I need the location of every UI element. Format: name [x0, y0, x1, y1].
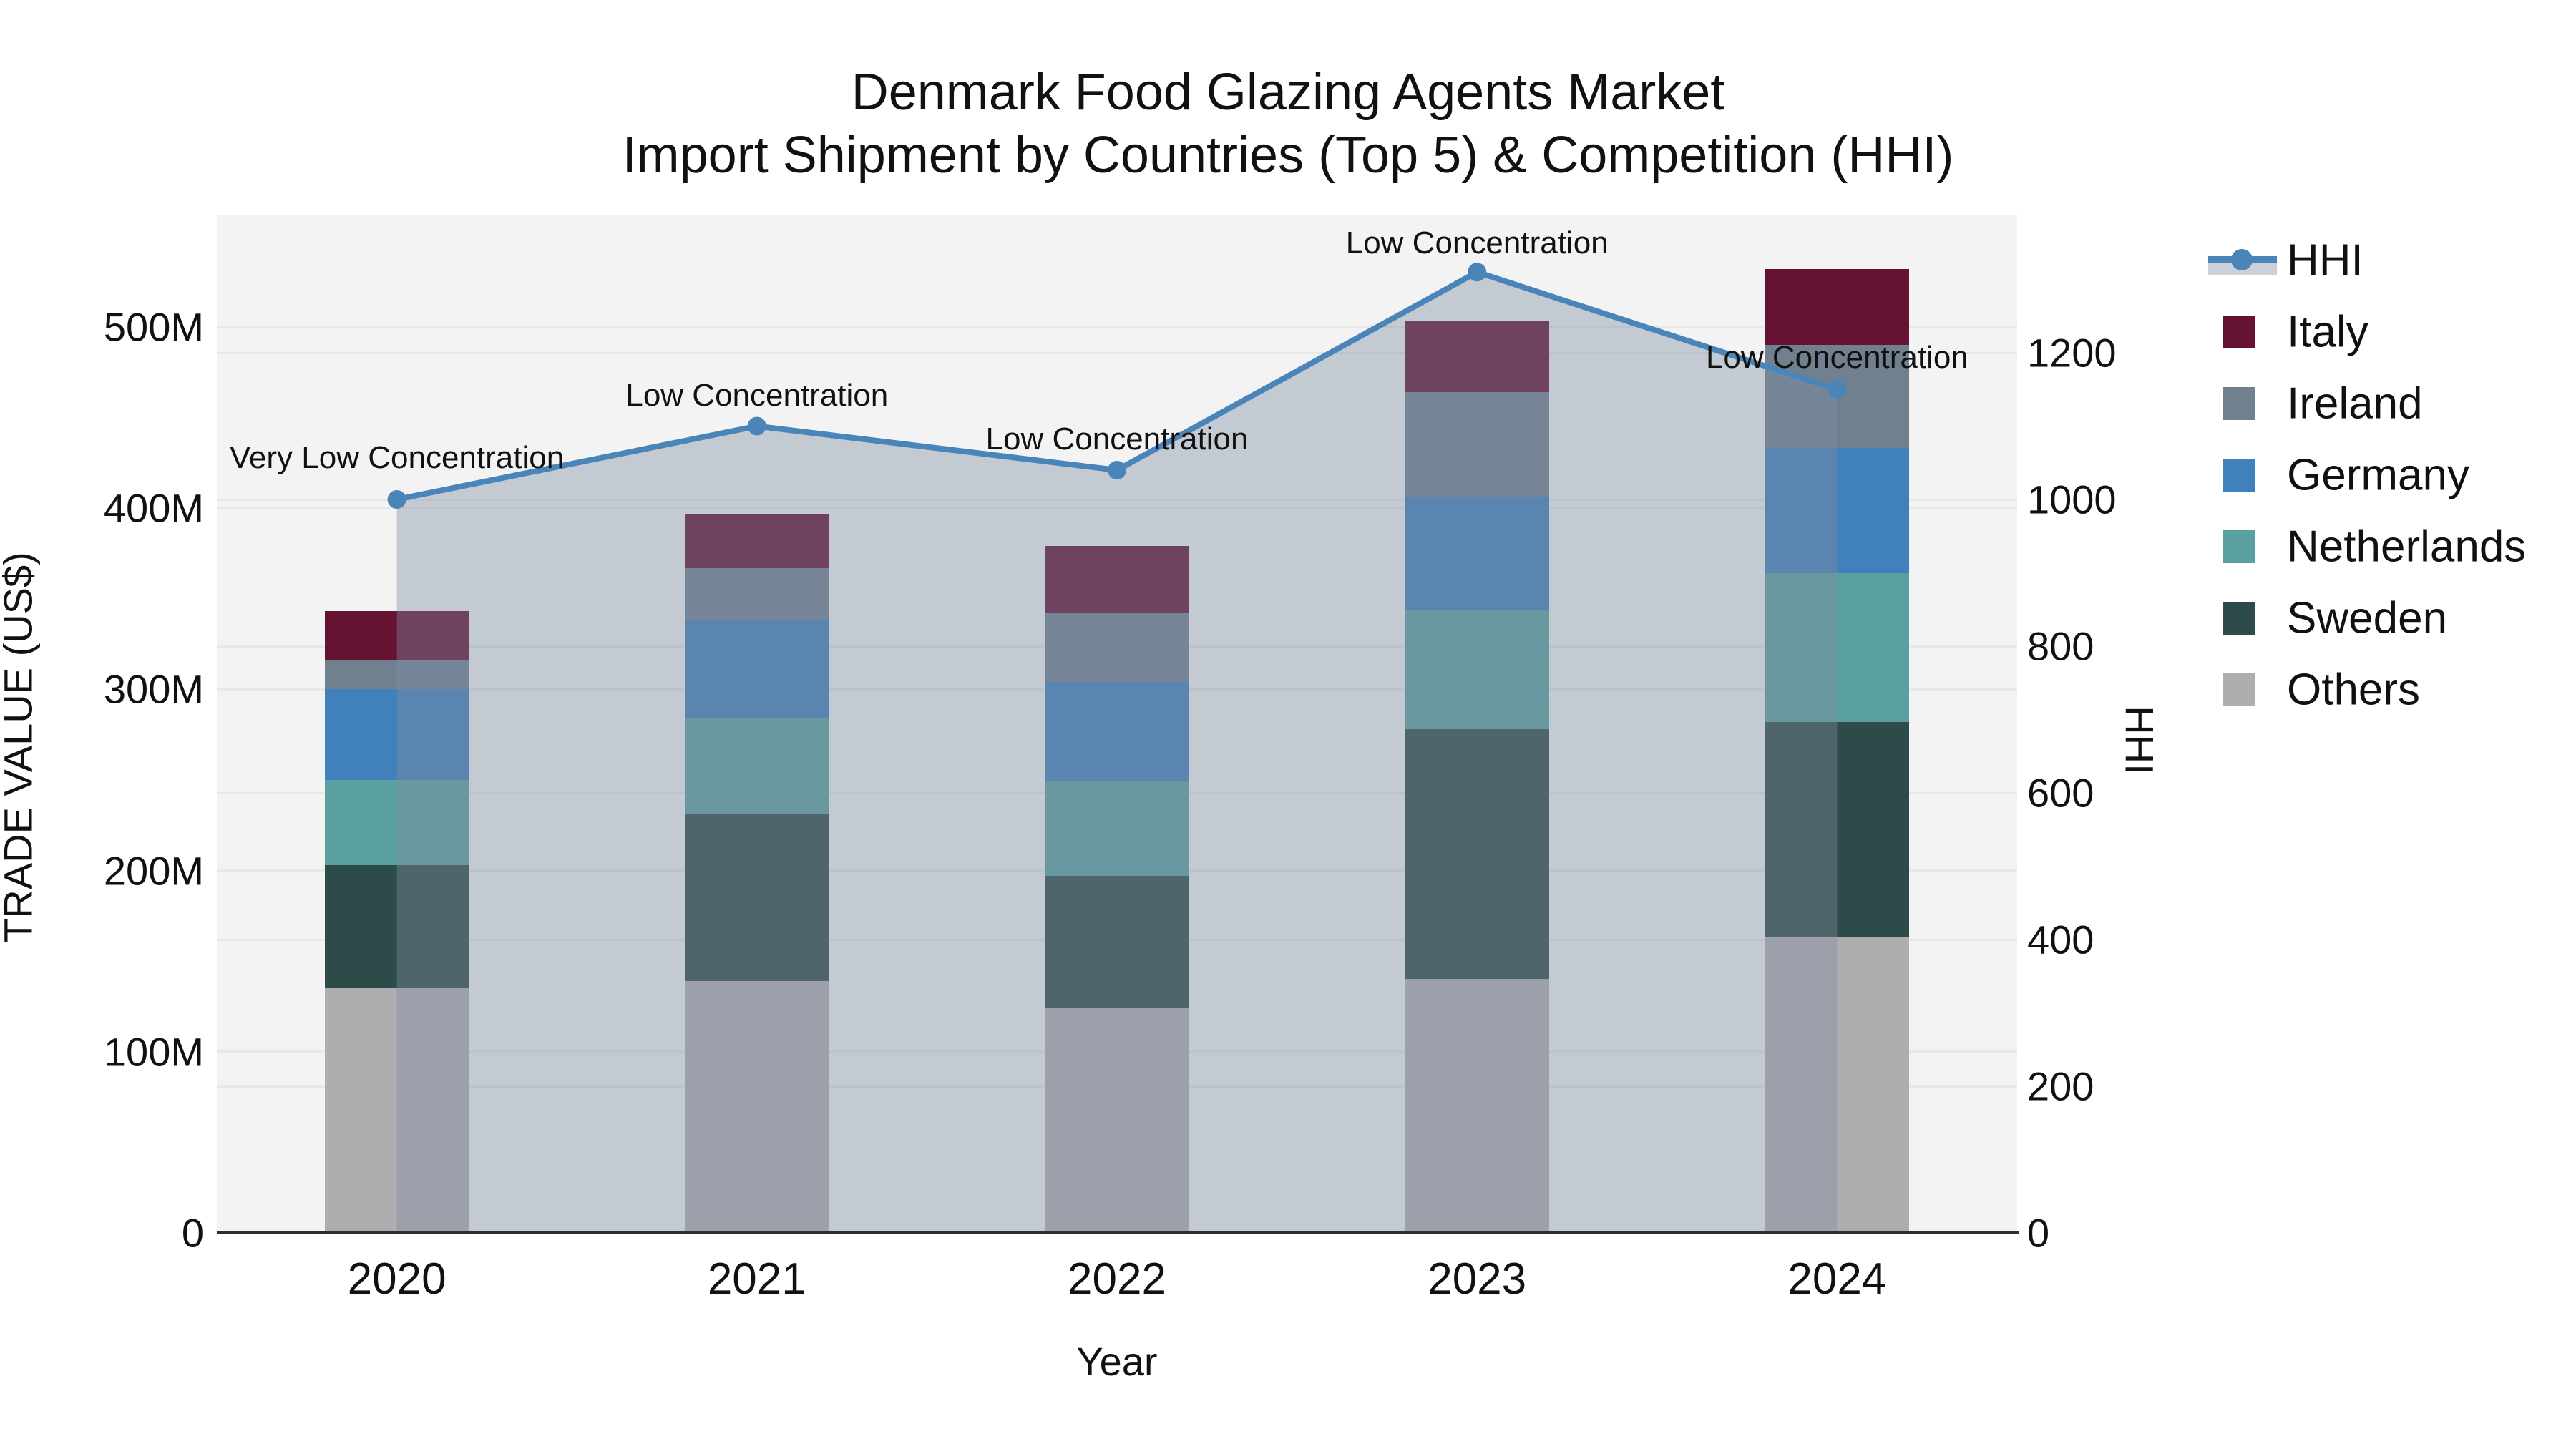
bar-segment-2023-Netherlands — [1405, 609, 1550, 729]
legend-swatch-germany — [2223, 459, 2255, 492]
legend-label-ireland: Ireland — [2287, 379, 2423, 429]
x-axis-title: Year — [1076, 1339, 1158, 1384]
bar-segment-2024-Sweden — [1765, 721, 1910, 938]
gridline-left-500M — [217, 326, 2017, 328]
legend-label-netherlands: Netherlands — [2287, 522, 2527, 572]
x-tick-2022: 2022 — [1068, 1254, 1166, 1304]
bar-segment-2023-Ireland — [1405, 391, 1550, 497]
hhi-marker-2023 — [1468, 263, 1487, 282]
legend-swatch-ireland — [2223, 387, 2255, 420]
bar-segment-2021-Germany — [684, 620, 829, 718]
bar-segment-2022-Ireland — [1045, 613, 1189, 683]
bar-segment-2024-Germany — [1765, 448, 1910, 574]
plot-area: Very Low Concentration Low Concentration L… — [217, 215, 2017, 1233]
chart-title-line-1: Denmark Food Glazing Agents Market — [851, 64, 1725, 121]
legend-label-others: Others — [2287, 665, 2421, 715]
bar-segment-2020-Italy — [324, 611, 469, 660]
bar-segment-2023-Others — [1405, 979, 1550, 1233]
bar-segment-2024-Italy — [1765, 268, 1910, 346]
y-left-tick-400M: 400M — [103, 485, 204, 531]
bar-segment-2021-Sweden — [684, 814, 829, 981]
bar-segment-2022-Sweden — [1045, 876, 1189, 1008]
hhi-marker-2024 — [1828, 380, 1847, 399]
legend-swatch-sweden — [2223, 602, 2255, 635]
x-tick-2023: 2023 — [1428, 1254, 1527, 1304]
legend-swatch-italy — [2223, 316, 2255, 348]
legend-hhi-marker — [2231, 249, 2253, 270]
x-axis-line — [217, 1231, 2019, 1234]
legend-label-sweden: Sweden — [2287, 593, 2448, 643]
annotation-2022: Low Concentration — [985, 421, 1249, 457]
bar-segment-2023-Sweden — [1405, 728, 1550, 980]
y-left-tick-100M: 100M — [103, 1029, 204, 1075]
bar-segment-2020-Ireland — [324, 660, 469, 690]
hhi-area-fill — [396, 272, 1838, 1233]
y-right-tick-0: 0 — [2027, 1210, 2050, 1256]
hhi-marker-2020 — [387, 490, 406, 509]
annotation-2024: Low Concentration — [1705, 340, 1968, 376]
bar-segment-2021-Italy — [684, 513, 829, 568]
x-tick-2020: 2020 — [347, 1254, 447, 1304]
bar-segment-2022-Italy — [1045, 546, 1189, 613]
bar-segment-2023-Italy — [1405, 321, 1550, 392]
x-tick-2024: 2024 — [1787, 1254, 1887, 1304]
legend-label-germany: Germany — [2287, 450, 2469, 500]
gridline-right-1200 — [217, 351, 2017, 354]
annotation-2021: Low Concentration — [625, 377, 889, 413]
y-right-tick-800: 800 — [2027, 623, 2094, 669]
bar-segment-2022-Netherlands — [1045, 781, 1189, 877]
hhi-marker-2022 — [1108, 461, 1126, 479]
annotation-2020: Very Low Concentration — [230, 440, 565, 475]
y-left-tick-0: 0 — [181, 1210, 204, 1256]
gridline-right-1000 — [217, 498, 2017, 501]
bar-segment-2024-Others — [1765, 937, 1910, 1233]
bar-segment-2023-Germany — [1405, 497, 1550, 610]
bar-segment-2020-Sweden — [324, 864, 469, 989]
y-axis-left-title: TRADE VALUE (US$) — [0, 552, 41, 943]
hhi-line-layer — [387, 263, 1847, 1233]
y-left-tick-500M: 500M — [103, 304, 204, 350]
y-right-tick-1200: 1200 — [2027, 330, 2117, 376]
x-tick-2021: 2021 — [707, 1254, 806, 1304]
y-axis-right-title: HHI — [2117, 706, 2162, 775]
y-right-tick-200: 200 — [2027, 1063, 2094, 1109]
legend-swatch-others — [2223, 673, 2255, 706]
chart-title-line-2: Import Shipment by Countries (Top 5) & C… — [622, 127, 1954, 184]
y-right-tick-400: 400 — [2027, 917, 2094, 962]
bar-segment-2024-Netherlands — [1765, 573, 1910, 722]
hhi-marker-2021 — [747, 416, 766, 436]
bar-segment-2022-Others — [1045, 1008, 1189, 1233]
y-right-tick-600: 600 — [2027, 770, 2094, 816]
annotation-2023: Low Concentration — [1345, 225, 1609, 261]
legend-label-italy: Italy — [2287, 307, 2368, 357]
y-right-tick-1000: 1000 — [2027, 477, 2117, 522]
gridline-left-400M — [217, 507, 2017, 509]
legend-label-hhi: HHI — [2287, 235, 2363, 286]
y-left-tick-200M: 200M — [103, 848, 204, 893]
bar-segment-2021-Ireland — [684, 567, 829, 620]
bar-segment-2021-Netherlands — [684, 718, 829, 814]
legend-swatch-netherlands — [2223, 530, 2255, 563]
y-left-tick-300M: 300M — [103, 666, 204, 712]
bar-segment-2020-Netherlands — [324, 779, 469, 865]
bar-segment-2022-Germany — [1045, 682, 1189, 782]
bar-segment-2020-Others — [324, 988, 469, 1233]
bar-segment-2021-Others — [684, 980, 829, 1233]
bar-segment-2020-Germany — [324, 689, 469, 780]
